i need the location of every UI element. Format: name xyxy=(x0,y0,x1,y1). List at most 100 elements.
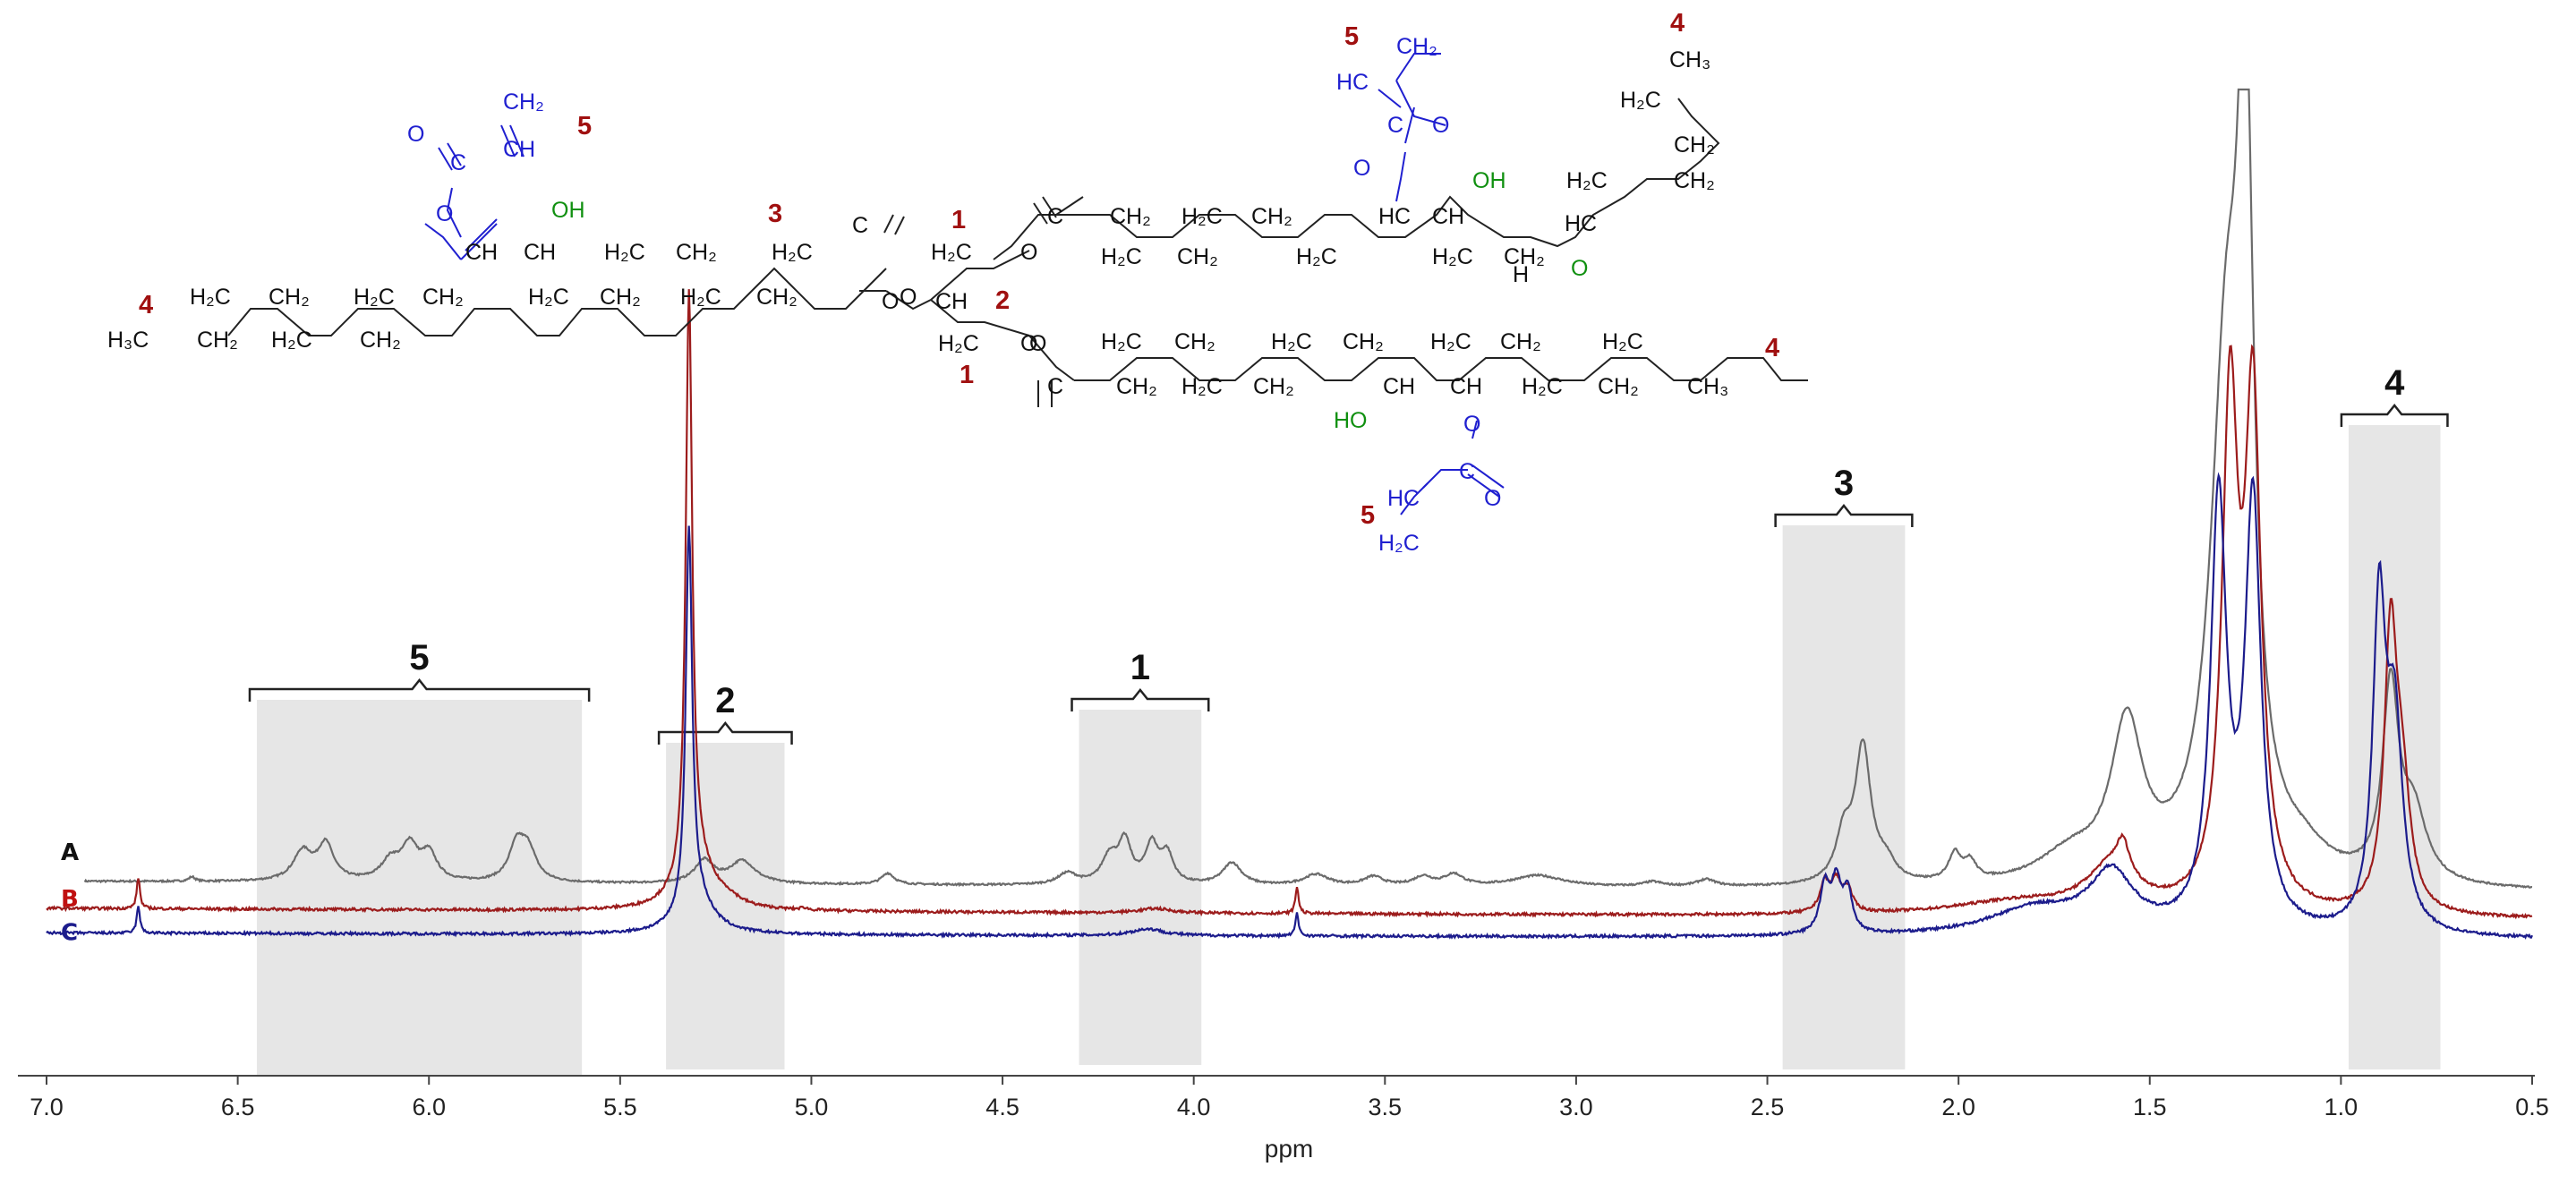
structure-atom-label: H₂C xyxy=(1432,244,1473,269)
region-bracket xyxy=(657,720,793,745)
region-bracket xyxy=(248,677,591,702)
structure-atom-label: CH₂ xyxy=(1674,132,1715,158)
structure-atom-label: H₂C xyxy=(190,285,231,310)
region-shade xyxy=(256,700,583,1076)
region-bracket xyxy=(1774,503,1914,527)
acrylate-atom-label: O xyxy=(1463,412,1480,437)
region-label: 1 xyxy=(1130,648,1150,687)
structure-atom-label: HC xyxy=(1565,211,1597,236)
region-label: 2 xyxy=(715,681,735,720)
structure-atom-label: H₂C xyxy=(604,240,645,265)
trace-label-b: B xyxy=(61,886,79,913)
structure-atom-label: H₂C xyxy=(1522,374,1563,399)
structure-atom-label: CH₂ xyxy=(1110,204,1151,229)
x-tick-label: 6.5 xyxy=(221,1094,255,1120)
structure-atom-label: H₂C xyxy=(1296,244,1337,269)
spectrum-trace-a xyxy=(83,88,2533,889)
region-label: 4 xyxy=(2384,363,2405,403)
structure-atom-label: CH₂ xyxy=(360,328,401,353)
structure-atom-label: CH₂ xyxy=(1343,329,1384,354)
spectrum-trace-c xyxy=(46,472,2533,941)
structure-atom-label: CH₃ xyxy=(1687,374,1728,399)
region-shade xyxy=(1782,525,1906,1069)
acrylate-atom-label: C xyxy=(1387,113,1403,138)
x-tick-label: 2.5 xyxy=(1751,1094,1785,1120)
region-bracket xyxy=(2340,403,2449,427)
x-tick-label: 1.5 xyxy=(2133,1094,2167,1120)
structure-atom-label: H₂C xyxy=(1101,329,1142,354)
acrylate-atom-label: C xyxy=(1459,459,1475,484)
structure-atom-label: H₂C xyxy=(680,285,721,310)
acrylate-atom-label: CH₂ xyxy=(1396,34,1437,59)
region-shade xyxy=(1079,710,1202,1065)
structure-atom-label: H₂C xyxy=(938,331,979,356)
acrylate-atom-label: H₂C xyxy=(1378,531,1420,556)
proton-assignment-number: 5 xyxy=(1361,501,1375,530)
structure-atom-label: H₂C xyxy=(931,240,972,265)
structure-atom-label: HC xyxy=(1378,204,1411,229)
structure-atom-label: H₂C xyxy=(354,285,395,310)
structure-atom-label: CH₃ xyxy=(1669,47,1710,72)
structure-atom-label: H₂C xyxy=(1620,88,1661,113)
structure-atom-label: O xyxy=(882,289,899,314)
structure-atom-label: CH₂ xyxy=(1116,374,1157,399)
trace-label-c: C xyxy=(61,920,78,947)
structure-atom-label: CH₂ xyxy=(422,285,464,310)
structure-atom-label: O xyxy=(1020,240,1037,265)
structure-atom-label: H₂C xyxy=(1101,244,1142,269)
structure-atom-label: CH xyxy=(1432,204,1464,229)
proton-assignment-number: 5 xyxy=(577,112,592,141)
structure-atom-label: CH₂ xyxy=(269,285,310,310)
structure-atom-label: CH₂ xyxy=(1177,244,1218,269)
structure-atom-label: C xyxy=(1047,204,1063,229)
hydroxyl-label: OH xyxy=(1472,168,1506,193)
hydroxyl-label: OH xyxy=(551,198,585,223)
x-tick-label: 0.5 xyxy=(2515,1094,2549,1120)
structure-atom-label: CH₂ xyxy=(1504,244,1545,269)
structure-atom-label: H₂C xyxy=(1602,329,1643,354)
x-tick-label: 5.0 xyxy=(795,1094,829,1120)
acrylate-atom-label: C xyxy=(450,150,466,175)
x-axis: 7.0 6.5 6.0 5.5 5.0 4.5 4.0 3.5 3.0 2.5 2.0 1.5 1.0 0… xyxy=(18,1075,2549,1120)
structure-atom-label: O xyxy=(900,285,917,310)
region-label: 5 xyxy=(409,638,429,677)
structure-bonds xyxy=(227,98,1808,407)
structure-atom-label: CH₂ xyxy=(1251,204,1292,229)
x-tick-label: 3.0 xyxy=(1559,1094,1593,1120)
region-bracket xyxy=(1070,687,1210,711)
proton-assignment-number: 1 xyxy=(951,206,966,234)
chemical-structure xyxy=(227,53,1808,515)
structure-atom-label: H₂C xyxy=(1181,374,1223,399)
acrylate-atom-label: HC xyxy=(1336,70,1369,95)
proton-assignment-number: 2 xyxy=(995,286,1010,315)
structure-atom-label: CH xyxy=(524,240,556,265)
structure-atom-label: CH₂ xyxy=(1500,329,1541,354)
x-tick-label: 4.0 xyxy=(1177,1094,1211,1120)
trace-label-a: A xyxy=(61,839,79,866)
structure-atom-label: C xyxy=(1047,374,1063,399)
acrylate-atom-label: CH xyxy=(503,137,535,162)
acrylate-bonds xyxy=(424,53,1505,515)
structure-atom-label: H₃C xyxy=(107,328,149,353)
region-shade xyxy=(2348,425,2441,1069)
structure-atom-label: O xyxy=(1020,331,1037,356)
structure-atom-label: H₂C xyxy=(271,328,312,353)
structure-atom-label: CH xyxy=(1450,374,1482,399)
hydroxyl-label: O xyxy=(1571,256,1588,281)
x-tick-label: 1.0 xyxy=(2324,1094,2358,1120)
structure-atom-label: H₂C xyxy=(1430,329,1471,354)
structure-atom-label: O xyxy=(1029,331,1046,356)
structure-atom-label: CH₂ xyxy=(756,285,798,310)
proton-assignment-number: 4 xyxy=(1765,334,1779,362)
structure-atom-label: CH₂ xyxy=(197,328,238,353)
structure-atom-label: H₂C xyxy=(528,285,569,310)
x-tick-label: 4.5 xyxy=(985,1094,1019,1120)
x-axis-label: ppm xyxy=(1265,1135,1313,1163)
structure-atom-label: CH₂ xyxy=(1674,168,1715,193)
proton-assignment-number: 4 xyxy=(1670,9,1685,38)
trace-labels: ABC xyxy=(61,839,79,947)
highlighted-regions: 5 2 1 3 4 xyxy=(248,363,2449,1076)
structure-atom-label: CH₂ xyxy=(1253,374,1294,399)
x-tick-label: 6.0 xyxy=(412,1094,446,1120)
